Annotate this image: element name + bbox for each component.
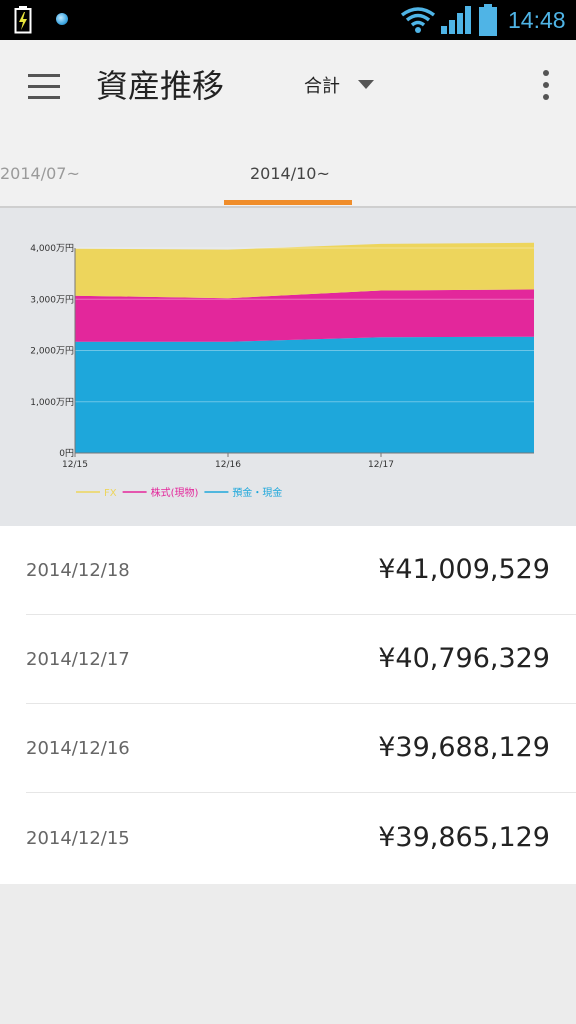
area-series-2 [75,242,534,299]
more-vert-icon[interactable] [541,70,551,102]
status-bar: 14:48 [0,0,576,40]
tab-period-current[interactable]: 2014/10~ [250,164,330,183]
legend-label: 株式(現物) [151,486,199,499]
history-row[interactable]: 2014/12/18 ¥41,009,529 [0,526,576,615]
history-date: 2014/12/17 [26,649,130,670]
history-amount: ¥40,796,329 [378,643,550,674]
legend-label: FX [104,488,117,499]
history-amount: ¥41,009,529 [378,554,550,585]
row-divider [26,792,576,793]
status-time: 14:48 [508,7,566,33]
area-series-1 [75,289,534,342]
tab-selected-indicator [224,200,352,205]
page-title: 資産推移 [96,67,225,105]
x-tick-label: 12/16 [215,460,241,470]
row-divider [26,614,576,615]
history-amount: ¥39,865,129 [378,822,550,853]
history-row[interactable]: 2014/12/17 ¥40,796,329 [0,615,576,704]
dropdown-arrow-icon[interactable] [358,80,374,89]
history-date: 2014/12/15 [26,828,130,849]
wifi-icon [400,7,436,33]
notification-dot-icon [56,13,68,25]
battery-charging-icon [14,6,32,34]
row-divider [26,703,576,704]
tab-period-previous[interactable]: 2014/07~ [0,164,80,183]
app-bar: 資産推移 合計 2014/07~ 2014/10~ [0,40,576,208]
x-tick-label: 12/17 [368,460,394,470]
battery-icon [479,4,497,36]
y-tick-label: 2,000万円 [30,346,74,357]
legend-label: 預金・現金 [232,486,282,499]
history-date: 2014/12/18 [26,560,130,581]
history-date: 2014/12/16 [26,738,130,759]
asset-history-list: 2014/12/18 ¥41,009,529 2014/12/17 ¥40,79… [0,526,576,884]
y-tick-label: 4,000万円 [30,243,74,254]
history-amount: ¥39,688,129 [378,732,550,763]
hamburger-menu-icon[interactable] [28,74,62,100]
x-tick-label: 12/15 [62,460,88,470]
signal-icon [441,6,471,34]
area-series-0 [75,336,534,453]
asset-chart-panel: 4,000万円 3,000万円 2,000万円 1,000万円 0円 12/15 12/16… [0,208,576,526]
account-selector[interactable]: 合計 [304,76,340,97]
history-row[interactable]: 2014/12/16 ¥39,688,129 [0,704,576,793]
y-tick-label: 0円 [59,448,74,459]
y-tick-label: 3,000万円 [30,294,74,305]
y-tick-label: 1,000万円 [30,397,74,408]
history-row[interactable]: 2014/12/15 ¥39,865,129 [0,794,576,883]
